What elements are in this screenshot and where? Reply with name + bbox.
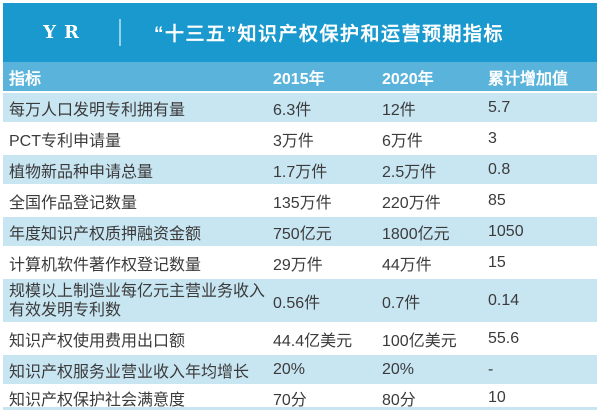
table-row: 全国作品登记数量 135万件 220万件 85: [3, 186, 597, 217]
value-2015-cell: 1.7万件: [273, 163, 328, 181]
indicator-name-cell: 知识产权保护社会满意度: [9, 392, 186, 409]
header-banner: YR “十三五”知识产权保护和运营预期指标: [3, 3, 597, 62]
value-2020-cell: 2.5万件: [382, 163, 437, 181]
table-row: 知识产权服务业营业收入年均增长 20% 20% -: [3, 355, 597, 386]
value-2015-cell: 135万件: [273, 194, 332, 212]
table-row: 植物新品种申请总量 1.7万件 2.5万件 0.8: [3, 155, 597, 186]
table-header-row: 指标 2015年 2020年 累计增加值: [3, 62, 597, 93]
value-2020-cell: 0.7件: [382, 294, 421, 312]
indicator-name-cell: 知识产权使用费用出口额: [9, 332, 186, 350]
table-row: PCT专利申请量 3万件 6万件 3: [3, 124, 597, 155]
cumulative-value-cell: 15: [488, 253, 506, 271]
table-row: 知识产权保护社会满意度 70分 80分 10: [3, 386, 597, 410]
cumulative-value-cell: -: [488, 360, 494, 378]
value-2020-cell: 12件: [382, 101, 416, 119]
indicator-name-cell: 植物新品种申请总量: [9, 163, 154, 181]
cumulative-value-cell: 3: [488, 129, 497, 147]
indicator-name-cell: 年度知识产权质押融资金额: [9, 225, 202, 243]
value-2015-cell: 44.4亿美元: [273, 332, 353, 350]
cumulative-value-cell: 1050: [488, 222, 524, 240]
indicator-name-cell: 规模以上制造业每亿元主营业务收入有效发明专利数: [9, 282, 266, 319]
table-row: 规模以上制造业每亿元主营业务收入有效发明专利数 0.56件 0.7件 0.14: [3, 279, 597, 324]
table-row: 知识产权使用费用出口额 44.4亿美元 100亿美元 55.6: [3, 324, 597, 355]
value-2015-cell: 20%: [273, 360, 306, 378]
value-2015-cell: 0.56件: [273, 294, 321, 312]
indicator-name-cell: 每万人口发明专利拥有量: [9, 101, 186, 119]
cumulative-value-cell: 85: [488, 191, 506, 209]
cumulative-value-cell: 0.14: [488, 291, 520, 309]
value-2020-cell: 100亿美元: [382, 332, 457, 350]
value-2020-cell: 20%: [382, 360, 415, 378]
indicator-name-cell: 计算机软件著作权登记数量: [9, 256, 202, 274]
indicator-name-cell: 全国作品登记数量: [9, 194, 138, 212]
table-row: 年度知识产权质押融资金额 750亿元 1800亿元 1050: [3, 217, 597, 248]
banner-divider: [119, 19, 121, 46]
column-header-2015: 2015年: [273, 70, 325, 88]
column-header-2020: 2020年: [382, 70, 434, 88]
cumulative-value-cell: 0.8: [488, 160, 511, 178]
cumulative-value-cell: 10: [488, 389, 506, 406]
indicator-name-cell: 知识产权服务业营业收入年均增长: [9, 363, 250, 381]
page-title: “十三五”知识产权保护和运营预期指标: [154, 24, 505, 45]
value-2020-cell: 6万件: [382, 132, 423, 150]
value-2020-cell: 1800亿元: [382, 225, 450, 243]
value-2015-cell: 29万件: [273, 256, 323, 274]
value-2020-cell: 220万件: [382, 194, 441, 212]
value-2015-cell: 3万件: [273, 132, 314, 150]
value-2015-cell: 750亿元: [273, 225, 332, 243]
value-2015-cell: 70分: [273, 392, 307, 409]
table-row: 计算机软件著作权登记数量 29万件 44万件 15: [3, 248, 597, 279]
cumulative-value-cell: 5.7: [488, 98, 511, 116]
value-2015-cell: 6.3件: [273, 101, 312, 119]
table-row: 每万人口发明专利拥有量 6.3件 12件 5.7: [3, 93, 597, 124]
cumulative-value-cell: 55.6: [488, 329, 520, 347]
indicator-name-cell: PCT专利申请量: [9, 132, 122, 150]
value-2020-cell: 44万件: [382, 256, 432, 274]
column-header-indicator: 指标: [9, 70, 42, 88]
column-header-cumulative: 累计增加值: [488, 70, 569, 88]
yr-logo: YR: [43, 22, 87, 43]
value-2020-cell: 80分: [382, 392, 416, 409]
